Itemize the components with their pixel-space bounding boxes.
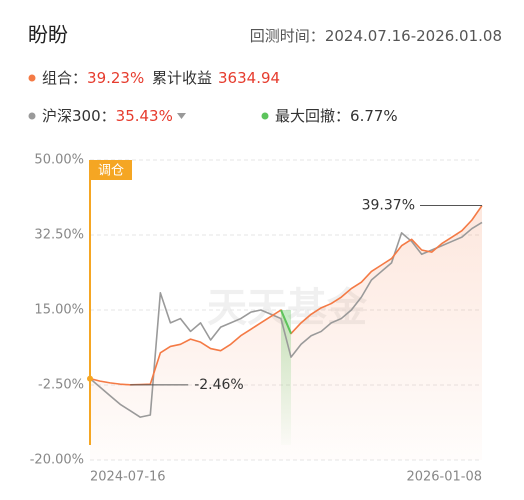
legend-name: 沪深300 — [42, 107, 101, 125]
cumulative-label: 累计收益 — [152, 69, 212, 87]
cumulative-value: 3634.94 — [218, 69, 280, 87]
drawdown-label: 最大回撤 — [275, 107, 335, 125]
separator: ： — [72, 69, 87, 87]
drawdown-value: 6.77% — [350, 107, 398, 125]
drawdown-zone — [280, 310, 292, 445]
title: 盼盼 — [28, 23, 68, 47]
legend-dot — [261, 112, 269, 120]
rebalance-tag — [90, 160, 132, 180]
period-value: 2024.07.16-2026.01.08 — [325, 27, 502, 45]
annotation-label: -2.46% — [194, 377, 244, 393]
legend-dot — [28, 112, 36, 120]
start-dot — [87, 375, 93, 382]
y-tick-label: 32.50% — [34, 228, 84, 243]
y-tick-label: -20.00% — [30, 453, 84, 468]
period-label: 回测时间： — [250, 27, 325, 45]
legend-value: 39.23% — [87, 69, 144, 87]
period: 回测时间：2024.07.16-2026.01.08 — [250, 27, 502, 45]
dropdown-arrow[interactable] — [177, 113, 186, 119]
x-tick-label: 2026-01-08 — [406, 470, 482, 485]
separator: ： — [101, 107, 116, 125]
y-tick-label: 15.00% — [34, 303, 84, 318]
legend-entry: 组合：39.23% — [42, 69, 144, 87]
drawdown-line — [280, 309, 292, 334]
annotation-label: 39.37% — [362, 198, 415, 214]
legend-dot — [28, 74, 36, 82]
legend-name: 组合 — [42, 69, 72, 87]
legend-value: 35.43% — [116, 107, 173, 125]
y-tick-label: -2.50% — [38, 378, 84, 393]
x-tick-label: 2024-07-16 — [90, 470, 166, 485]
cumulative: 累计收益 3634.94 — [152, 69, 280, 87]
legend-entry[interactable]: 沪深300：35.43% — [42, 107, 173, 125]
y-tick-label: 50.00% — [34, 153, 84, 168]
separator: ： — [335, 107, 350, 125]
rebalance-label: 调仓 — [98, 164, 124, 179]
drawdown: 最大回撤：6.77% — [275, 107, 398, 125]
series-line — [89, 221, 483, 418]
